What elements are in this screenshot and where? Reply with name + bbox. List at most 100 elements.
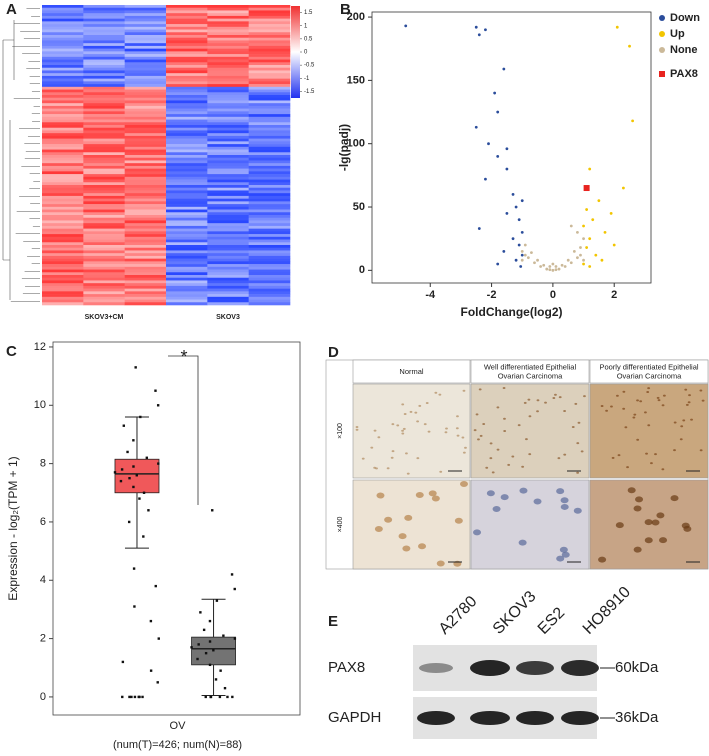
heatmap-cell [166,59,208,63]
heatmap-cell [42,242,84,246]
heatmap-cell [124,261,167,265]
heatmap-cell [166,130,208,134]
heatmap-cell [248,26,291,30]
ihc-cell [431,495,440,502]
heatmap-cell [166,261,208,265]
heatmap-cell [42,73,84,77]
heatmap-cell [248,193,291,197]
heatmap-cell [124,81,167,85]
heatmap-cell [83,24,125,28]
heatmap-cell [207,242,249,246]
ihc-image [352,383,471,479]
heatmap-cell [207,81,249,85]
heatmap-cell [124,32,167,36]
ihc-cell [644,411,647,414]
heatmap-cell [166,272,208,276]
heatmap-cell [207,26,249,30]
ihc-cell [679,438,683,441]
heatmap-cell [124,65,167,69]
heatmap-cell [248,32,291,36]
point [190,646,193,649]
heatmap-cell [248,176,291,180]
ihc-column-label: Well differentiated Epithelial [484,362,577,371]
heatmap-cell [124,54,167,58]
heatmap-cell [207,182,249,186]
point [204,651,208,655]
heatmap-cell [124,209,167,213]
heatmap-cell [124,269,167,273]
ihc-cell [406,472,410,475]
heatmap-cell [207,103,249,107]
point [551,268,555,272]
heatmap-cell [83,261,125,265]
panel-label: D [328,344,339,361]
heatmap-cell [42,78,84,82]
heatmap-cell [248,100,291,104]
heatmap-cell [207,291,249,295]
heatmap-cell [248,258,291,262]
size-marker: —36kDa [600,709,659,726]
ihc-cell [355,425,359,428]
heatmap-cell [207,209,249,213]
heatmap-cell [83,103,125,107]
heatmap-cell [124,21,167,25]
ihc-cell [355,428,359,431]
ihc-cell [571,425,575,428]
heatmap-cell [42,37,84,41]
heatmap-cell [83,5,125,9]
heatmap-cell [124,245,167,249]
heatmap-cell [124,56,167,60]
heatmap-cell [83,206,125,210]
ihc-image [589,383,709,479]
heatmap-cell [207,108,249,112]
heatmap-cell [124,111,167,115]
heatmap-cell [207,163,249,167]
heatmap-cell [166,266,208,270]
heatmap-cell [207,220,249,224]
heatmap-cell [42,204,84,208]
heatmap-cell [42,187,84,191]
heatmap-cell [124,250,167,254]
heatmap-cell [248,236,291,240]
blot-row-label: PAX8 [328,659,365,676]
heatmap-cell [42,59,84,63]
lane-label: SKOV3 [490,588,540,638]
ihc-cell [416,420,420,423]
heatmap-cell [248,266,291,270]
heatmap-cell [42,245,84,249]
point [230,573,234,576]
ihc-cell [491,471,495,474]
heatmap-cell [207,264,249,268]
heatmap-cell [207,185,249,189]
heatmap-cell [124,62,167,66]
ihc-cell [523,401,527,404]
point [569,261,573,265]
heatmap-cell [42,163,84,167]
heatmap-cell [248,255,291,259]
ihc-cell [401,429,404,432]
colorbar-label: 0 [304,50,308,56]
ihc-cell [391,423,395,426]
heatmap-cell [207,45,249,49]
heatmap-cell [166,174,208,178]
heatmap-cell [124,302,167,306]
heatmap-cell [166,116,208,120]
point [548,268,552,272]
point [226,695,229,699]
heatmap-cell [248,174,291,178]
ihc-cell [438,393,442,396]
point [520,230,524,234]
heatmap-cell [166,269,208,273]
heatmap-cell [124,18,167,22]
ihc-cell [554,393,557,396]
ihc-cell [517,424,521,427]
point [597,199,601,203]
heatmap-cell [124,97,167,101]
heatmap-cell [248,70,291,74]
point [474,125,478,129]
heatmap-cell [42,182,84,186]
heatmap-cell [248,97,291,101]
ihc-header [352,359,471,384]
heatmap-cell [83,258,125,262]
heatmap-cell [248,275,291,279]
